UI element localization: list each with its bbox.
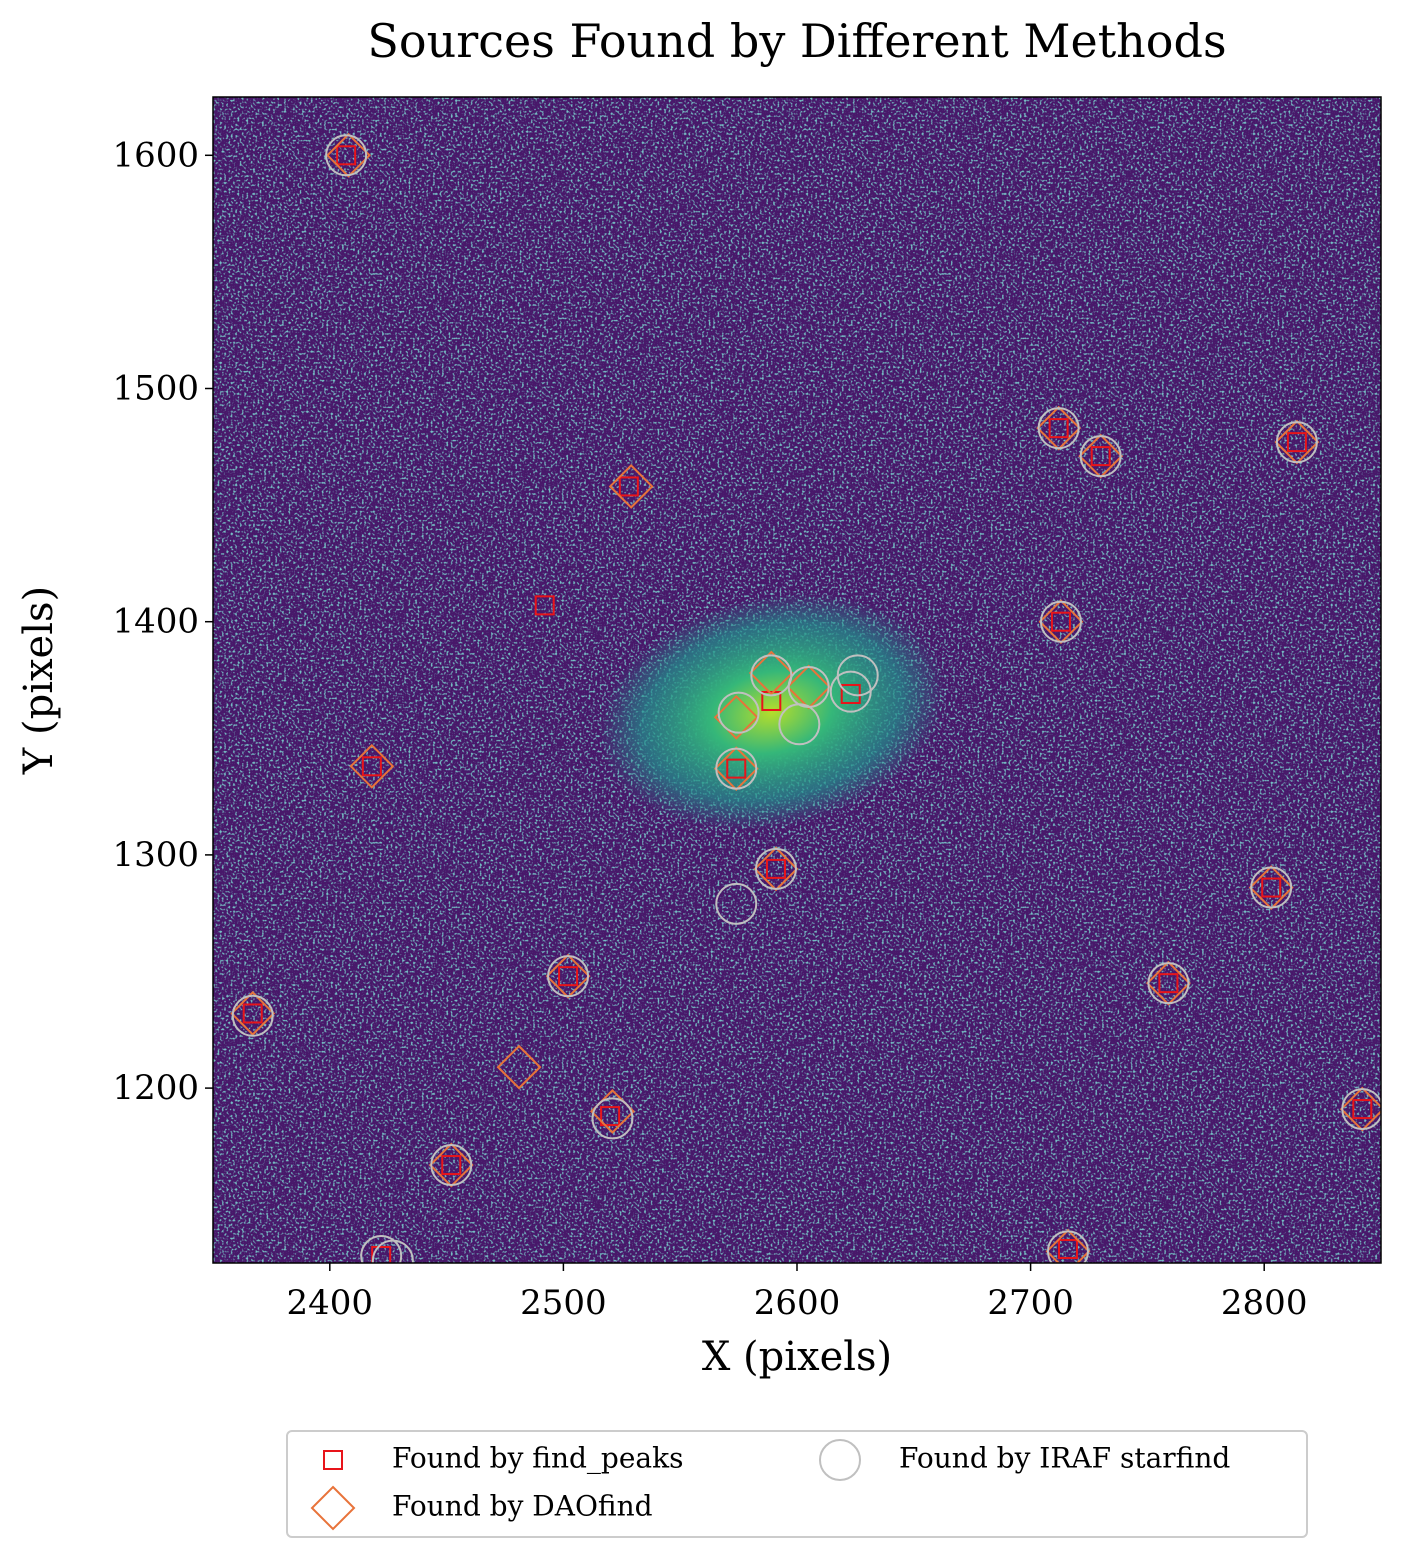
diamond-marker (1339, 1086, 1381, 1132)
circle-marker (1275, 421, 1318, 464)
diamond-marker (1045, 1228, 1091, 1263)
legend (286, 1430, 1308, 1538)
square-marker (242, 1003, 263, 1024)
square-marker (761, 690, 782, 711)
image-background (213, 97, 1381, 1263)
circle-marker (591, 1097, 634, 1140)
circle-marker (1039, 600, 1082, 643)
square-marker (600, 1106, 621, 1127)
square-marker (1158, 973, 1179, 994)
circle-marker (829, 670, 872, 713)
diamond-marker (1274, 419, 1320, 465)
circle-marker (717, 691, 760, 734)
square-marker (1286, 432, 1307, 453)
y-tick-label: 1200 (112, 1068, 199, 1108)
circle-marker (715, 747, 758, 790)
diamond-marker (1038, 599, 1084, 645)
y-axis-label: Y (pixels) (16, 586, 62, 775)
square-marker (1048, 418, 1069, 439)
circle-marker (1037, 407, 1080, 450)
legend-label: Found by IRAF starfind (899, 1442, 1230, 1475)
square-marker (361, 756, 382, 777)
legend-marker (310, 1485, 356, 1531)
y-tick-label: 1300 (112, 835, 199, 875)
square-marker (534, 595, 555, 616)
x-tick-label: 2600 (754, 1283, 841, 1323)
x-tick-label: 2400 (287, 1283, 374, 1323)
square-marker (371, 1246, 392, 1263)
circle-marker (360, 1235, 403, 1263)
circle-marker (1046, 1230, 1089, 1263)
x-tick-label: 2500 (520, 1283, 607, 1323)
x-axis-label: X (pixels) (702, 1334, 892, 1380)
square-marker (558, 966, 579, 987)
square-marker (336, 145, 357, 166)
markers (230, 132, 1381, 1263)
diamond-marker (608, 464, 654, 509)
circle-marker (715, 882, 758, 925)
square-marker (1057, 1239, 1078, 1260)
diamond-marker (349, 743, 395, 789)
legend-label: Found by DAOfind (392, 1490, 653, 1523)
diamond-marker (1036, 405, 1082, 451)
circle-marker (325, 134, 368, 177)
square-marker (840, 683, 861, 704)
circle-marker (547, 955, 590, 998)
diamond-marker (1146, 960, 1191, 1006)
y-tick-label: 1600 (112, 135, 199, 175)
circle-marker (371, 1239, 414, 1263)
y-tick-label: 1500 (112, 369, 199, 409)
circle-marker (231, 994, 274, 1037)
square-marker (1261, 877, 1282, 898)
diamond-marker (496, 1044, 542, 1090)
diamond-marker (713, 694, 759, 740)
x-tick-label: 2800 (1221, 1283, 1308, 1323)
legend-marker (819, 1439, 861, 1481)
x-tick-label: 2700 (987, 1283, 1074, 1323)
square-marker (1050, 611, 1071, 632)
diamond-marker (1248, 865, 1294, 910)
square-marker (441, 1155, 462, 1176)
square-marker (765, 858, 786, 879)
diamond-marker (326, 132, 371, 178)
circle-marker (1250, 866, 1293, 909)
circle-marker (1079, 435, 1122, 478)
legend-label: Found by find_peaks (392, 1442, 683, 1475)
diamond-marker (230, 991, 276, 1036)
circle-marker (1147, 962, 1190, 1005)
circle-marker (1341, 1088, 1381, 1131)
y-tick-label: 1400 (112, 602, 199, 642)
circle-marker (430, 1144, 473, 1187)
circle-marker (778, 703, 821, 746)
square-marker (618, 476, 639, 497)
square-marker (726, 758, 747, 779)
diamond-marker (428, 1142, 474, 1188)
circle-marker (754, 847, 797, 890)
legend-marker (323, 1450, 343, 1470)
chart-title: Sources Found by Different Methods (367, 14, 1226, 68)
square-marker (1090, 446, 1111, 467)
square-marker (1352, 1099, 1373, 1120)
diamond-marker (748, 650, 794, 696)
